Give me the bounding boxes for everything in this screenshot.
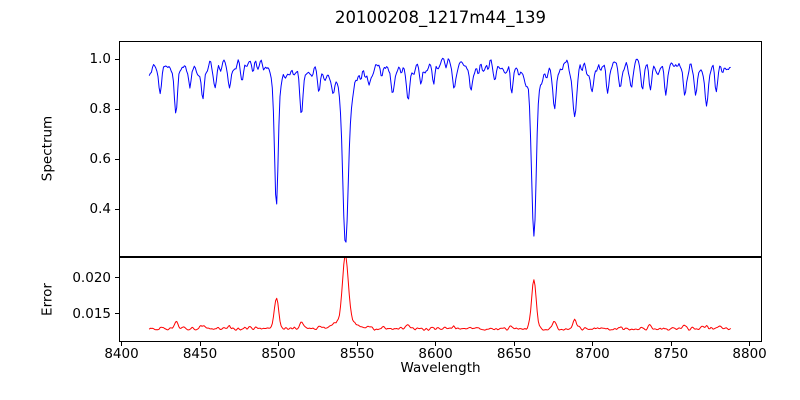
x-tick-mark xyxy=(356,342,358,346)
y-tick-label: 0.4 xyxy=(89,201,111,218)
x-tick-mark xyxy=(435,342,437,346)
chart-title: 20100208_1217m44_139 xyxy=(334,8,547,27)
y-tick-label: 0.6 xyxy=(89,151,111,168)
x-tick-label: 8500 xyxy=(261,346,296,362)
x-tick-label: 8750 xyxy=(653,346,689,362)
error-line xyxy=(148,258,732,331)
x-tick-mark xyxy=(199,342,201,346)
x-tick-label: 8650 xyxy=(496,346,532,362)
x-tick-label: 8600 xyxy=(418,346,453,362)
x-tick-mark xyxy=(121,342,122,346)
y-tick-mark xyxy=(115,108,119,110)
error-panel xyxy=(119,257,762,342)
y-tick-mark xyxy=(115,208,119,210)
error-plot xyxy=(148,258,732,331)
y-tick-label: 1.0 xyxy=(89,51,111,67)
error-axis-label: Error xyxy=(39,283,56,316)
y-tick-mark xyxy=(115,158,119,160)
spectrum-axis-label: Spectrum xyxy=(39,115,56,182)
x-tick-label: 8550 xyxy=(339,346,375,362)
y-tick-label: 0.8 xyxy=(89,101,111,118)
x-tick-label: 8400 xyxy=(104,346,139,362)
spectrum-plot xyxy=(148,57,731,243)
y-tick-mark xyxy=(115,313,119,315)
y-tick-label: 0.015 xyxy=(72,305,111,322)
x-tick-mark xyxy=(513,342,515,346)
x-tick-mark xyxy=(670,342,672,346)
x-tick-label: 8800 xyxy=(732,346,767,362)
y-tick-mark xyxy=(115,58,119,60)
y-tick-label: 0.020 xyxy=(72,269,111,286)
wavelength-axis-label: Wavelength xyxy=(400,360,481,376)
y-tick-mark xyxy=(115,277,119,278)
x-tick-mark xyxy=(749,342,751,346)
x-tick-label: 8700 xyxy=(575,346,610,362)
x-tick-mark xyxy=(278,342,279,346)
x-tick-mark xyxy=(592,342,594,346)
x-tick-label: 8450 xyxy=(182,346,218,362)
spectrum-panel xyxy=(119,41,762,257)
spectrum-line xyxy=(148,57,731,243)
